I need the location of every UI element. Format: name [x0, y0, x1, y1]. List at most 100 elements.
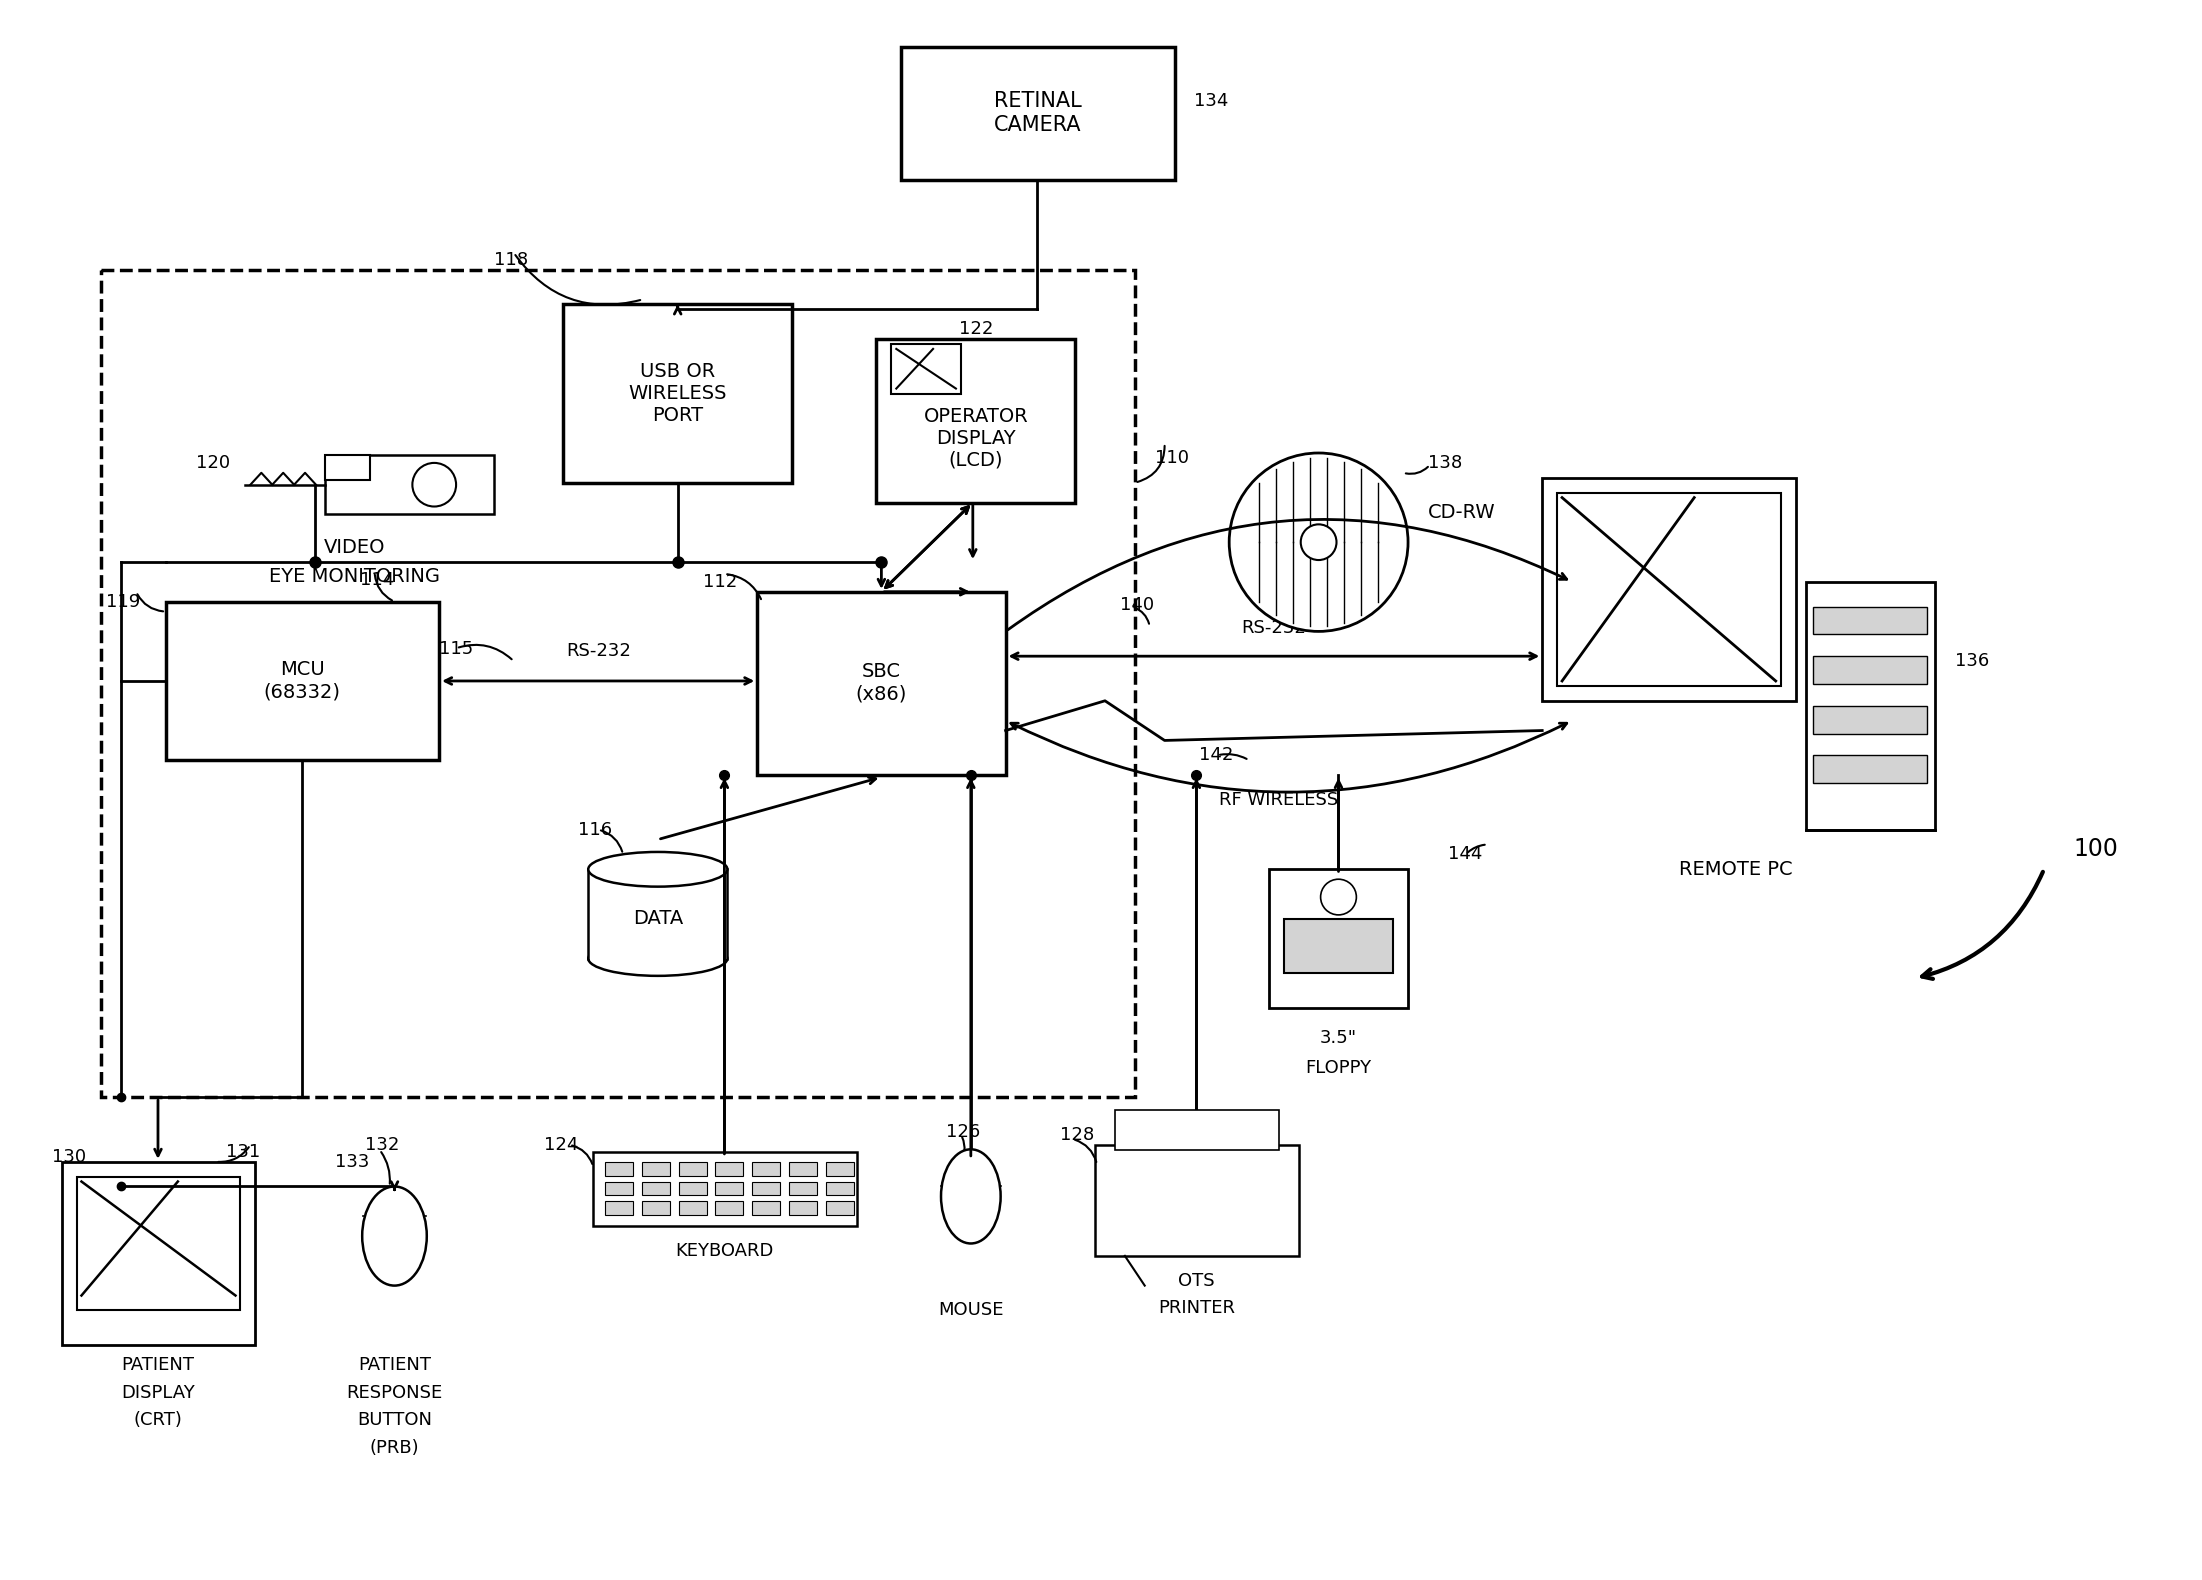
Text: OPERATOR
DISPLAY
(LCD): OPERATOR DISPLAY (LCD) — [923, 406, 1028, 469]
Circle shape — [1321, 878, 1356, 915]
Bar — [788, 1161, 817, 1176]
Text: 124: 124 — [544, 1136, 577, 1153]
Bar — [1114, 1111, 1279, 1150]
Text: RETINAL
CAMERA: RETINAL CAMERA — [993, 92, 1081, 134]
Text: KEYBOARD: KEYBOARD — [676, 1242, 773, 1259]
Bar — [1284, 920, 1394, 973]
Bar — [716, 1201, 744, 1215]
Text: 128: 128 — [1059, 1127, 1094, 1144]
Ellipse shape — [940, 1149, 1000, 1243]
Bar — [606, 1161, 632, 1176]
Bar — [77, 1177, 240, 1310]
Text: PATIENT: PATIENT — [359, 1356, 432, 1375]
Text: 110: 110 — [1154, 449, 1189, 468]
Text: DATA: DATA — [632, 910, 683, 929]
Text: SBC
(x86): SBC (x86) — [857, 662, 907, 703]
Ellipse shape — [588, 942, 727, 976]
Bar — [678, 1201, 707, 1215]
Text: VIDEO: VIDEO — [324, 537, 385, 556]
Text: 112: 112 — [702, 574, 738, 591]
Text: 134: 134 — [1193, 92, 1229, 111]
Bar — [588, 869, 727, 959]
Ellipse shape — [588, 852, 727, 886]
Bar — [564, 305, 793, 483]
Bar — [592, 1152, 857, 1226]
Bar — [1541, 477, 1795, 702]
Text: DISPLAY: DISPLAY — [121, 1384, 194, 1401]
Bar — [1814, 656, 1927, 684]
Text: 131: 131 — [225, 1142, 260, 1161]
Bar — [1814, 706, 1927, 733]
Text: PRINTER: PRINTER — [1158, 1299, 1235, 1318]
Text: 138: 138 — [1427, 453, 1462, 472]
Text: 116: 116 — [579, 820, 612, 839]
Text: 132: 132 — [366, 1136, 399, 1153]
Bar — [901, 46, 1174, 180]
Bar — [643, 1182, 669, 1196]
Text: 140: 140 — [1121, 596, 1154, 613]
Bar — [1557, 493, 1781, 686]
Bar — [1814, 607, 1927, 635]
Circle shape — [1229, 453, 1407, 632]
Text: OTS: OTS — [1178, 1272, 1216, 1289]
Text: (CRT): (CRT) — [134, 1411, 183, 1430]
Text: 144: 144 — [1447, 845, 1482, 863]
Bar — [1268, 869, 1407, 1008]
Bar — [826, 1182, 854, 1196]
Bar — [643, 1201, 669, 1215]
Bar — [876, 340, 1075, 502]
Bar — [326, 455, 370, 480]
Text: 140: 140 — [1262, 474, 1297, 491]
Text: 136: 136 — [1955, 653, 1988, 670]
Bar — [678, 1182, 707, 1196]
Text: 133: 133 — [335, 1153, 370, 1171]
Text: RS-232: RS-232 — [1242, 619, 1306, 637]
Bar — [753, 1201, 780, 1215]
Bar — [788, 1182, 817, 1196]
Text: MCU
(68332): MCU (68332) — [264, 660, 341, 702]
Text: 122: 122 — [958, 321, 993, 338]
Circle shape — [412, 463, 456, 507]
Text: RESPONSE: RESPONSE — [346, 1384, 443, 1401]
Bar — [757, 592, 1006, 776]
Text: 115: 115 — [438, 640, 473, 659]
Bar — [826, 1161, 854, 1176]
Bar — [643, 1161, 669, 1176]
Bar — [1094, 1146, 1299, 1256]
Text: 114: 114 — [359, 570, 394, 589]
Bar — [62, 1161, 255, 1345]
Text: EYE MONITORING: EYE MONITORING — [269, 567, 440, 586]
Bar — [101, 270, 1134, 1097]
Text: RF WIRELESS: RF WIRELESS — [1220, 792, 1339, 809]
Text: 119: 119 — [106, 592, 141, 611]
Text: 142: 142 — [1200, 746, 1233, 765]
Text: FLOPPY: FLOPPY — [1306, 1059, 1372, 1076]
Text: (PRB): (PRB) — [370, 1439, 418, 1457]
Text: 120: 120 — [196, 453, 229, 472]
Text: RS-232: RS-232 — [566, 641, 630, 660]
Circle shape — [1301, 525, 1337, 559]
Text: 126: 126 — [947, 1123, 980, 1141]
Bar — [326, 455, 493, 515]
Bar — [606, 1201, 632, 1215]
Bar — [753, 1161, 780, 1176]
Text: MOUSE: MOUSE — [938, 1302, 1004, 1319]
Ellipse shape — [361, 1187, 427, 1286]
Bar — [716, 1161, 744, 1176]
Text: 118: 118 — [493, 251, 528, 269]
Bar — [716, 1182, 744, 1196]
Bar — [788, 1201, 817, 1215]
Text: BUTTON: BUTTON — [357, 1411, 432, 1430]
Bar — [826, 1201, 854, 1215]
Bar — [606, 1182, 632, 1196]
Bar — [1814, 755, 1927, 784]
Text: CD-RW: CD-RW — [1427, 502, 1495, 521]
Bar — [753, 1182, 780, 1196]
Text: PATIENT: PATIENT — [121, 1356, 194, 1375]
Text: REMOTE PC: REMOTE PC — [1680, 860, 1792, 878]
Text: 3.5": 3.5" — [1319, 1029, 1356, 1048]
Bar — [892, 344, 960, 393]
Bar — [678, 1161, 707, 1176]
Bar — [1806, 581, 1936, 830]
Bar — [165, 602, 438, 760]
